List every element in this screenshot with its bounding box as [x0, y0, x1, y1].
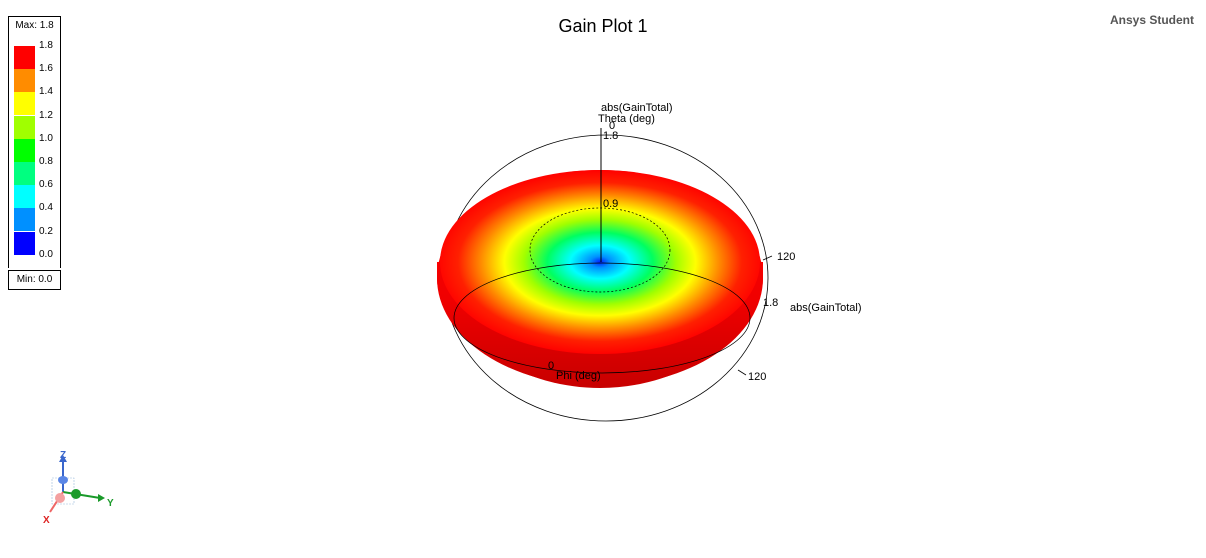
legend-swatch [14, 69, 35, 93]
legend-tick-label: 0.6 [39, 179, 53, 191]
gain-pattern-surface [437, 170, 763, 388]
legend-swatch [14, 115, 35, 139]
legend-tick-label: 0.8 [39, 156, 53, 167]
legend-swatch [14, 162, 35, 185]
plot-title: Gain Plot 1 [558, 16, 648, 36]
legend-swatch [14, 46, 35, 69]
legend-tick-label: 0.4 [39, 202, 53, 214]
orientation-triad[interactable]: Z Y X [43, 450, 114, 526]
theta-tick-mark [762, 255, 773, 261]
phi-tick-label: 120 [748, 371, 766, 383]
legend-tick-label: 1.6 [39, 63, 53, 75]
legend-min-label: Min: 0.0 [8, 270, 61, 290]
phi-tick-mark [737, 369, 747, 376]
triad-x-label: X [43, 515, 50, 526]
radial-tick-max: 1.8 [603, 130, 618, 142]
legend-swatch [14, 138, 35, 162]
legend-tick-label: 0.0 [39, 248, 53, 260]
phi-grid-ellipse [453, 262, 751, 374]
legend-swatch [14, 185, 35, 209]
theta-zero-label: 0 [609, 120, 615, 132]
color-legend: 1.8 1.6 1.4 1.2 1.0 0.8 0.6 0.4 0.2 0.0 [8, 34, 61, 268]
legend-swatch [14, 92, 35, 116]
phi-zero-label: 0 [548, 360, 554, 372]
radial-tick-mid: 0.9 [603, 198, 618, 210]
theta-axis-label: Theta (deg) [598, 113, 655, 125]
theta-tick-label: 120 [777, 251, 795, 263]
phi-axis-label: Phi (deg) [556, 370, 601, 382]
watermark: Ansys Student [1109, 13, 1194, 27]
radial-grid-ellipse [529, 207, 671, 293]
legend-tick-label: 1.4 [39, 86, 53, 98]
radial-label-side: abs(GainTotal) [790, 302, 862, 314]
legend-tick-label: 1.2 [39, 109, 53, 121]
y-axis-arrow [62, 491, 101, 499]
legend-max-label: Max: 1.8 [8, 16, 61, 36]
legend-tick-label: 1.8 [39, 40, 53, 51]
triad-y-label: Y [107, 498, 114, 509]
legend-swatch [14, 208, 35, 232]
legend-swatch [14, 231, 35, 255]
legend-tick-label: 0.2 [39, 225, 53, 237]
radial-label-top: abs(GainTotal) [601, 102, 673, 114]
radial-side-tick: 1.8 [763, 297, 778, 309]
triad-z-label: Z [60, 450, 66, 461]
legend-tick-label: 1.0 [39, 132, 53, 144]
